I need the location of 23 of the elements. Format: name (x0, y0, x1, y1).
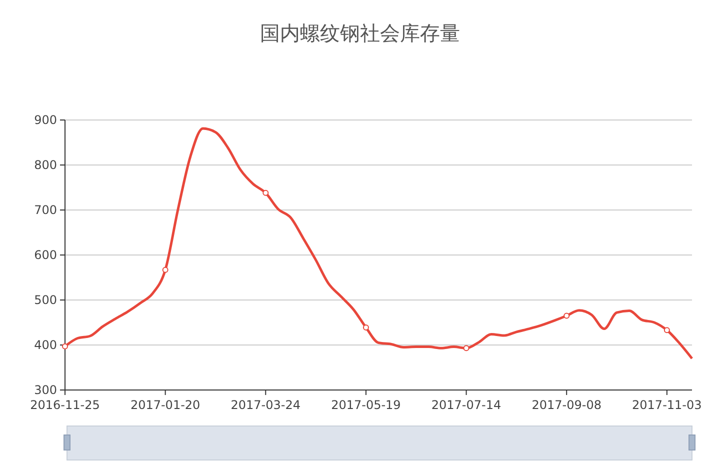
x-tick-label: 2017-07-14 (431, 398, 502, 412)
point (162, 266, 168, 273)
point (62, 343, 68, 350)
point (262, 190, 269, 196)
point (463, 345, 470, 352)
y-tick-label: 500 (34, 293, 57, 307)
y-tick-label: 600 (34, 248, 57, 262)
point (564, 312, 570, 319)
point (664, 327, 670, 334)
x-tick-label: 2017-03-24 (230, 398, 301, 412)
y-tick-label: 700 (34, 203, 57, 217)
x-tick-label: 2017-01-20 (130, 398, 200, 412)
x-tick-label: 2017-11-03 (632, 398, 702, 412)
line-series (64, 127, 694, 360)
y-tick-label: 400 (34, 338, 57, 352)
y-tick-label: 900 (34, 113, 57, 127)
chart-title: 国内螺纹钢社会库存量 (260, 21, 460, 45)
x-tick-label: 2017-09-08 (532, 398, 602, 412)
y-tick-label: 800 (34, 158, 57, 172)
y-tick-label: 300 (34, 383, 57, 397)
x-tick-label: 2017-05-19 (331, 398, 401, 412)
x-tick-label: 2016-11-25 (30, 398, 100, 412)
point (362, 324, 369, 330)
